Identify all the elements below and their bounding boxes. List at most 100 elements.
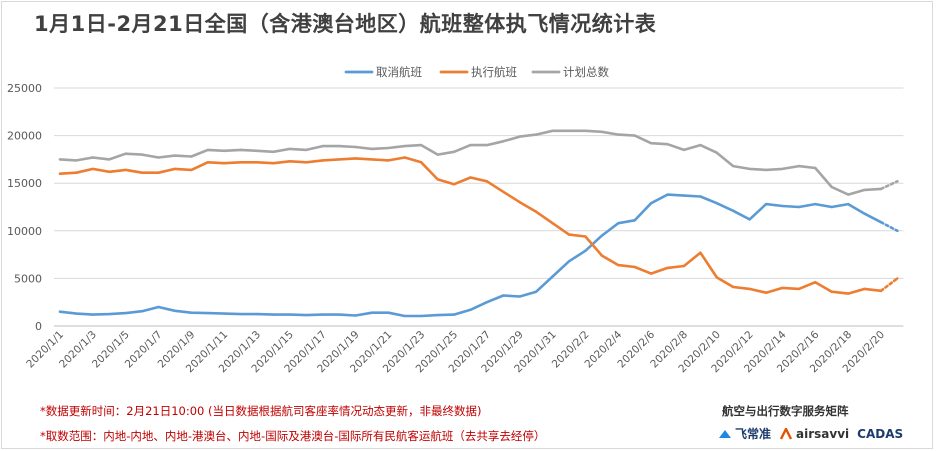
- data-point: [124, 168, 127, 172]
- data-point: [157, 171, 160, 174]
- data-point: [600, 130, 604, 133]
- data-point: [75, 312, 78, 315]
- data-point: [58, 158, 62, 161]
- data-point: [321, 159, 324, 162]
- data-point: [124, 311, 127, 315]
- data-point: [157, 156, 160, 159]
- data-point: [732, 285, 735, 289]
- data-point: [91, 313, 95, 316]
- data-point: [847, 193, 850, 196]
- data-point: [764, 291, 768, 294]
- data-point: [206, 148, 209, 152]
- data-point: [584, 129, 587, 132]
- brand-caption: 航空与出行数字服务矩阵: [722, 404, 849, 418]
- data-point: [288, 147, 292, 151]
- projection-point: [896, 180, 899, 183]
- data-point: [91, 167, 95, 171]
- data-point: [288, 313, 292, 316]
- data-point: [124, 152, 127, 155]
- feichangzhun-logo-text: 飞常准: [735, 427, 772, 441]
- data-point: [140, 310, 144, 313]
- series-projection-2: [879, 180, 899, 191]
- legend-label-2: 计划总数: [563, 65, 609, 79]
- data-point: [535, 210, 538, 213]
- data-point: [535, 133, 538, 136]
- data-point: [305, 313, 308, 317]
- data-point: [469, 308, 472, 311]
- data-point: [436, 313, 439, 317]
- data-point: [255, 161, 259, 164]
- feichangzhun-logo-icon: [718, 428, 732, 440]
- y-tick-label: 20000: [7, 130, 42, 143]
- data-point: [190, 155, 193, 158]
- data-point: [518, 135, 521, 138]
- data-point: [633, 134, 636, 137]
- data-point: [814, 166, 817, 170]
- data-point: [370, 158, 374, 161]
- data-point: [814, 281, 817, 284]
- data-point: [699, 195, 702, 198]
- data-point: [485, 143, 489, 147]
- series-projection-0: [879, 220, 899, 233]
- data-point: [699, 143, 702, 147]
- data-point: [91, 156, 95, 159]
- data-point: [584, 249, 587, 252]
- data-point: [239, 148, 242, 152]
- data-point: [518, 295, 521, 298]
- note-update-time: *数据更新时间：2月21日10:00 (当日数据根据航司客座率情况动态更新，非最…: [40, 404, 482, 418]
- data-point: [403, 144, 406, 148]
- data-point: [190, 168, 193, 172]
- legend-label-1: 执行航班: [471, 65, 517, 79]
- data-point: [452, 150, 456, 153]
- data-point: [173, 309, 177, 312]
- data-point: [797, 205, 801, 209]
- data-point: [288, 160, 292, 163]
- data-point: [567, 129, 571, 132]
- data-point: [863, 212, 866, 215]
- data-point: [354, 145, 357, 149]
- data-point: [272, 313, 275, 316]
- data-point: [108, 158, 111, 161]
- data-point: [403, 156, 406, 159]
- y-tick-label: 0: [35, 320, 42, 333]
- data-point: [108, 170, 111, 173]
- data-point: [863, 287, 866, 291]
- data-point: [781, 204, 784, 208]
- data-point: [567, 260, 571, 263]
- data-point: [830, 185, 833, 189]
- data-point: [436, 153, 439, 156]
- y-tick-label: 5000: [14, 272, 42, 285]
- data-point: [420, 143, 423, 147]
- data-point: [173, 167, 177, 171]
- data-point: [600, 234, 604, 237]
- data-point: [58, 310, 62, 313]
- data-point: [337, 158, 341, 161]
- data-point: [272, 162, 275, 165]
- data-point: [75, 171, 78, 174]
- data-point: [387, 146, 390, 150]
- data-point: [847, 202, 850, 206]
- data-point: [682, 148, 686, 152]
- data-point: [239, 161, 242, 164]
- data-point: [732, 209, 735, 212]
- data-point: [617, 222, 620, 225]
- airsavvi-logo: airsavvi: [779, 425, 849, 441]
- data-point: [403, 314, 406, 318]
- data-point: [485, 301, 489, 304]
- data-point: [567, 233, 571, 236]
- data-point: [190, 311, 193, 314]
- data-point: [370, 311, 374, 314]
- page-title: 1月1日-2月21日全国（含港澳台地区）航班整体执飞情况统计表: [34, 12, 657, 36]
- cadas-logo: CADAS: [857, 427, 903, 441]
- y-tick-label: 15000: [7, 177, 42, 190]
- data-point: [157, 305, 160, 309]
- data-point: [370, 147, 374, 151]
- feichangzhun-logo: 飞常准: [718, 425, 771, 442]
- data-point: [617, 133, 620, 136]
- data-point: [666, 193, 669, 196]
- data-point: [206, 161, 209, 164]
- data-point: [551, 222, 554, 225]
- data-point: [354, 314, 357, 317]
- data-point: [649, 142, 653, 145]
